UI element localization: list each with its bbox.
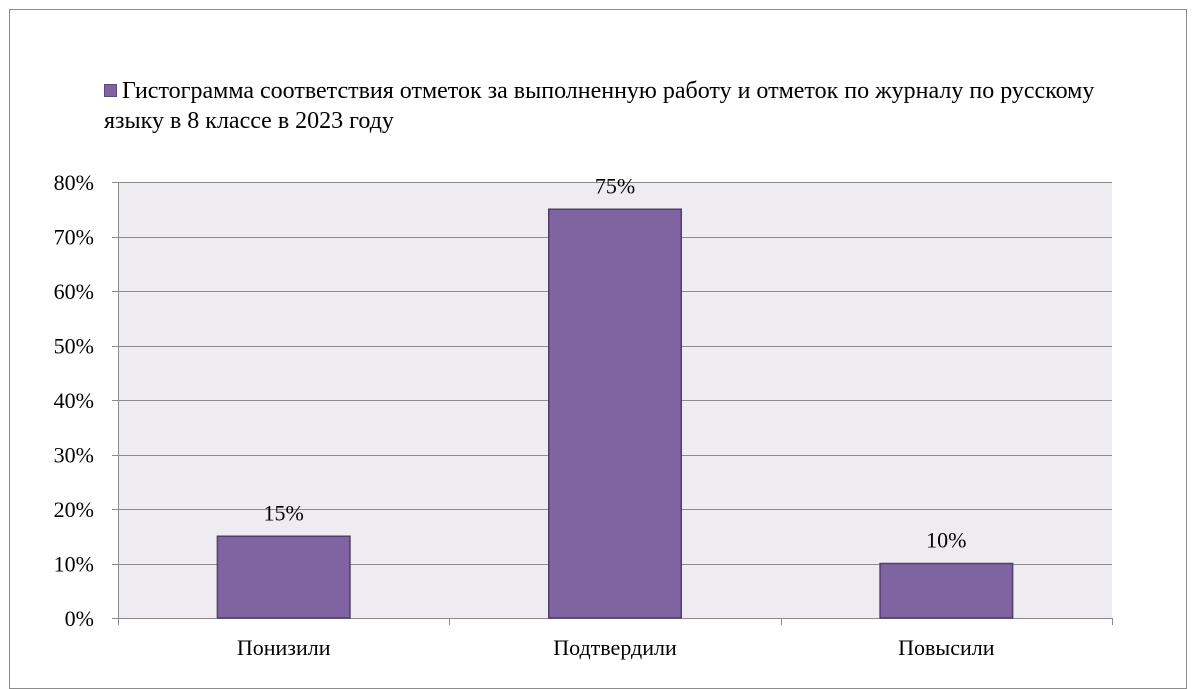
x-tick-label: Подтвердили: [553, 635, 677, 660]
data-label: 75%: [595, 173, 635, 198]
x-tick-label: Понизили: [237, 635, 331, 660]
y-tick-label: 0%: [65, 606, 94, 631]
bar: [547, 208, 683, 619]
y-tick-label: 40%: [54, 388, 94, 413]
labels: 0% 10% 20% 30% 40% 50% 60% 70% 80% 15% Понизили 75%…: [54, 170, 995, 660]
x-tick-label: Повысили: [898, 635, 995, 660]
y-tick-label: 30%: [54, 443, 94, 468]
bars: [216, 208, 1014, 619]
data-label: 15%: [264, 500, 304, 525]
y-tick-label: 50%: [54, 334, 94, 359]
legend: Гистограмма соответствия отметок за выпо…: [104, 76, 1104, 136]
y-tick-label: 10%: [54, 552, 94, 577]
legend-series-label: Гистограмма соответствия отметок за выпо…: [104, 78, 1095, 134]
data-label: 10%: [926, 528, 966, 553]
y-tick-label: 60%: [54, 279, 94, 304]
y-tick-label: 20%: [54, 497, 94, 522]
legend-swatch-icon: [104, 84, 117, 97]
y-tick-label: 80%: [54, 170, 94, 195]
y-tick-label: 70%: [54, 225, 94, 250]
bar: [216, 535, 351, 619]
bar-chart: 0% 10% 20% 30% 40% 50% 60% 70% 80% 15% Понизили 75%…: [54, 170, 1113, 660]
bar: [879, 562, 1014, 619]
